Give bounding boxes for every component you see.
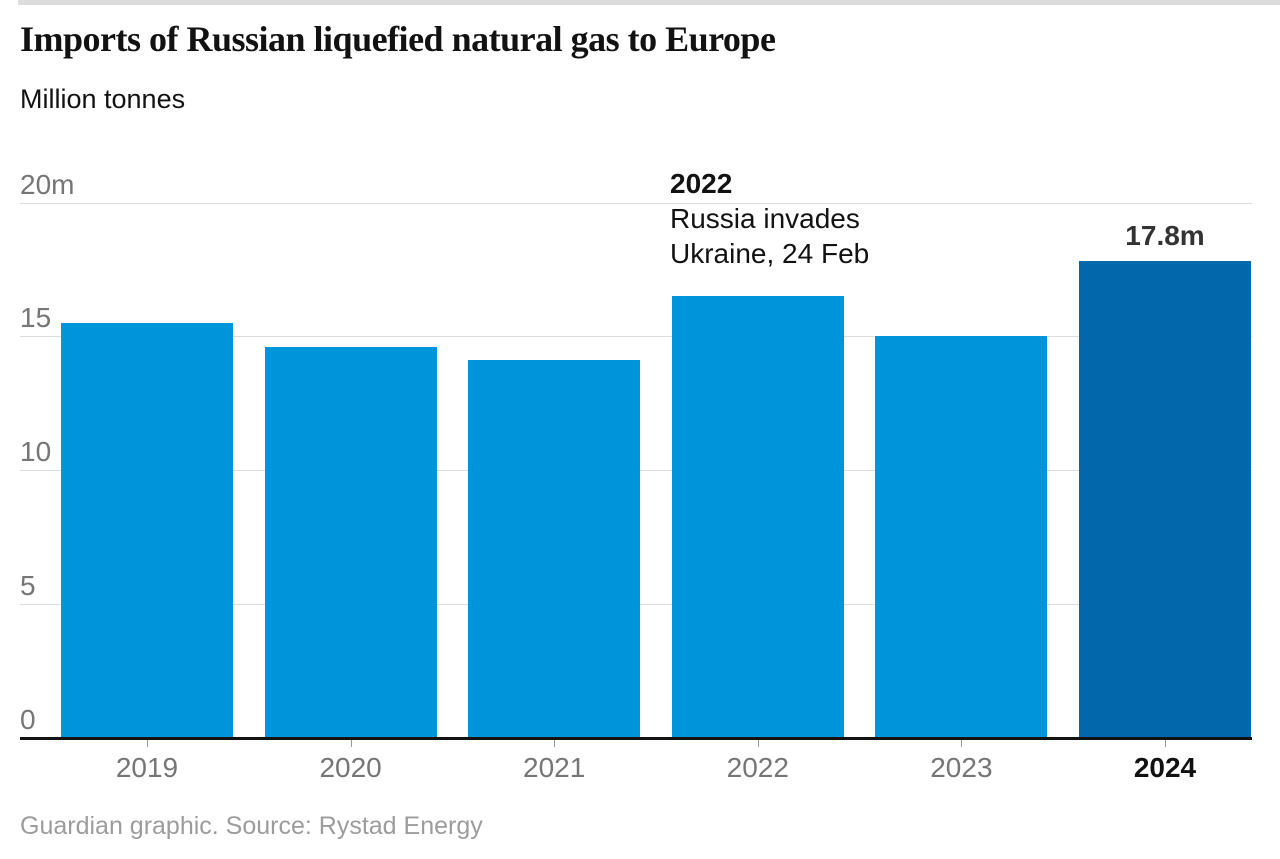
annotation-line-2: Ukraine, 24 Feb <box>670 238 870 269</box>
bar-2020 <box>264 347 437 738</box>
x-axis-tick-2024 <box>1165 740 1166 747</box>
x-axis-tick-2021 <box>554 740 556 747</box>
x-axis-tick-2022 <box>757 740 759 747</box>
annotation-year: 2022 <box>670 168 733 199</box>
x-axis-label-2019: 2019 <box>115 752 179 783</box>
bar-2023 <box>875 336 1048 738</box>
x-axis-tick-2019 <box>147 740 148 747</box>
y-axis-tick-label-20m: 20m <box>20 168 75 200</box>
bar-2021 <box>468 360 641 738</box>
chart-subtitle: Million tonnes <box>20 84 186 114</box>
gridline-20m <box>20 202 1252 204</box>
gridline-15 <box>20 336 1252 338</box>
value-label-2024: 17.8m <box>1125 220 1205 252</box>
x-axis-label-2023: 2023 <box>930 752 993 783</box>
top-border <box>18 0 1280 5</box>
y-axis-tick-label-15: 15 <box>20 302 52 334</box>
annotation-2022: 2022 Russia invades Ukraine, 24 Feb <box>670 166 869 271</box>
bar-2024 <box>1079 261 1251 738</box>
x-axis-label-2024: 2024 <box>1133 752 1197 783</box>
chart-title: Imports of Russian liquefied natural gas… <box>20 19 776 59</box>
y-axis-tick-label-10: 10 <box>20 436 52 468</box>
y-axis-tick-label-5: 5 <box>20 570 36 602</box>
bar-2022 <box>671 296 844 738</box>
x-axis-line <box>20 737 1252 740</box>
x-axis-tick-2020 <box>350 740 352 747</box>
bar-2019 <box>61 322 233 738</box>
x-axis-label-2022: 2022 <box>726 752 789 783</box>
source-note: Guardian graphic. Source: Rystad Energy <box>20 812 483 840</box>
annotation-line-1: Russia invades <box>670 203 860 234</box>
y-axis-tick-label-0: 0 <box>20 704 36 735</box>
x-axis-label-2020: 2020 <box>319 752 382 783</box>
x-axis-label-2021: 2021 <box>523 752 586 783</box>
x-axis-tick-2023 <box>961 740 963 747</box>
